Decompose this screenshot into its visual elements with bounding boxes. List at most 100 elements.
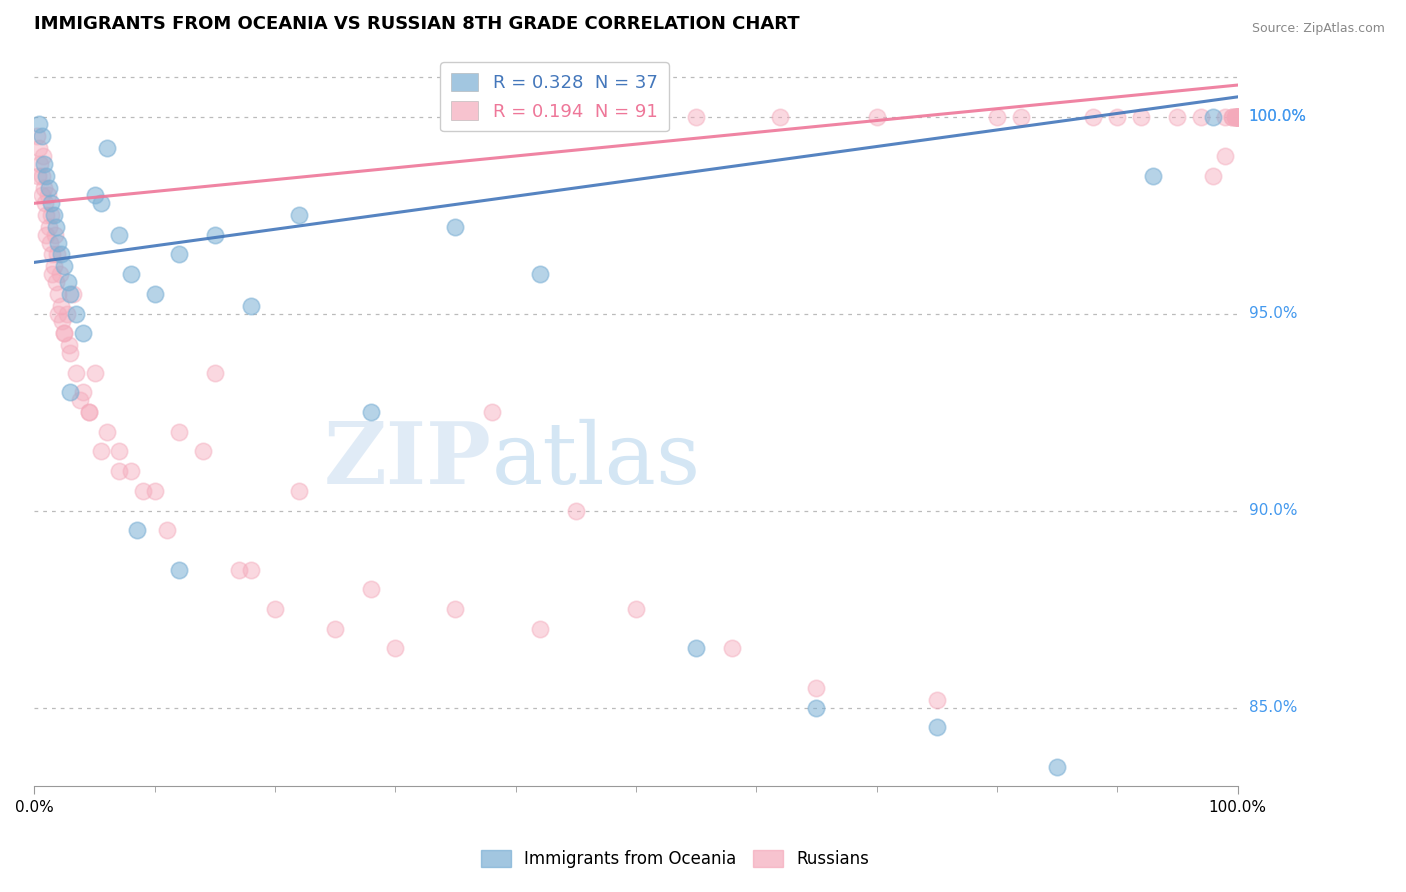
Point	[481, 405, 503, 419]
Point	[323, 622, 346, 636]
Point	[46, 247, 69, 261]
Point	[360, 405, 382, 419]
Point	[28, 118, 51, 132]
Point	[51, 314, 73, 328]
Point	[1226, 110, 1249, 124]
Point	[239, 299, 262, 313]
Point	[1226, 110, 1249, 124]
Point	[35, 227, 58, 242]
Point	[806, 681, 828, 695]
Point	[1223, 110, 1246, 124]
Point	[48, 267, 70, 281]
Point	[360, 582, 382, 597]
Point	[1202, 110, 1225, 124]
Point	[264, 602, 287, 616]
Point	[53, 326, 76, 341]
Point	[529, 267, 551, 281]
Point	[31, 129, 53, 144]
Point	[685, 110, 707, 124]
Point	[1010, 110, 1032, 124]
Point	[90, 444, 112, 458]
Point	[529, 622, 551, 636]
Point	[143, 483, 166, 498]
Point	[39, 208, 62, 222]
Point	[120, 267, 142, 281]
Point	[59, 286, 82, 301]
Point	[1220, 110, 1243, 124]
Point	[1202, 169, 1225, 183]
Point	[204, 366, 226, 380]
Point	[25, 129, 48, 144]
Legend: R = 0.328  N = 37, R = 0.194  N = 91: R = 0.328 N = 37, R = 0.194 N = 91	[440, 62, 668, 131]
Legend: Immigrants from Oceania, Russians: Immigrants from Oceania, Russians	[474, 843, 876, 875]
Point	[167, 563, 190, 577]
Point	[1226, 110, 1249, 124]
Text: 85.0%: 85.0%	[1249, 700, 1296, 715]
Point	[1220, 110, 1243, 124]
Point	[1142, 169, 1164, 183]
Point	[107, 464, 129, 478]
Point	[56, 307, 79, 321]
Point	[31, 188, 53, 202]
Point	[35, 208, 58, 222]
Point	[45, 275, 67, 289]
Text: 100.0%: 100.0%	[1249, 109, 1306, 124]
Point	[1226, 110, 1249, 124]
Point	[143, 286, 166, 301]
Point	[1226, 110, 1249, 124]
Point	[30, 157, 52, 171]
Point	[42, 260, 65, 274]
Point	[83, 188, 105, 202]
Point	[72, 326, 94, 341]
Point	[32, 157, 55, 171]
Point	[45, 219, 67, 234]
Point	[41, 267, 63, 281]
Point	[925, 692, 948, 706]
Point	[48, 307, 70, 321]
Point	[1107, 110, 1129, 124]
Point	[31, 149, 53, 163]
Point	[384, 641, 406, 656]
Point	[34, 196, 56, 211]
Point	[107, 444, 129, 458]
Point	[120, 464, 142, 478]
Point	[41, 247, 63, 261]
Point	[167, 425, 190, 439]
Point	[38, 219, 60, 234]
Point	[49, 299, 72, 313]
Point	[42, 208, 65, 222]
Point	[1046, 759, 1069, 773]
Text: atlas: atlas	[492, 419, 700, 502]
Text: 100.0%: 100.0%	[1249, 109, 1306, 124]
Point	[90, 196, 112, 211]
Point	[37, 188, 59, 202]
Point	[27, 169, 49, 183]
Point	[77, 405, 100, 419]
Point	[288, 483, 311, 498]
Point	[96, 425, 118, 439]
Point	[58, 338, 80, 352]
Point	[28, 141, 51, 155]
Point	[806, 700, 828, 714]
Point	[62, 286, 84, 301]
Point	[1225, 110, 1247, 124]
Point	[35, 169, 58, 183]
Point	[1225, 110, 1247, 124]
Point	[288, 208, 311, 222]
Point	[53, 326, 76, 341]
Point	[1130, 110, 1153, 124]
Text: Source: ZipAtlas.com: Source: ZipAtlas.com	[1251, 22, 1385, 36]
Point	[1166, 110, 1188, 124]
Point	[32, 180, 55, 194]
Text: 90.0%: 90.0%	[1249, 503, 1298, 518]
Point	[1226, 110, 1249, 124]
Point	[986, 110, 1008, 124]
Point	[83, 366, 105, 380]
Point	[624, 602, 647, 616]
Point	[191, 444, 214, 458]
Text: 95.0%: 95.0%	[1249, 306, 1298, 321]
Point	[49, 247, 72, 261]
Point	[167, 247, 190, 261]
Point	[228, 563, 250, 577]
Point	[56, 275, 79, 289]
